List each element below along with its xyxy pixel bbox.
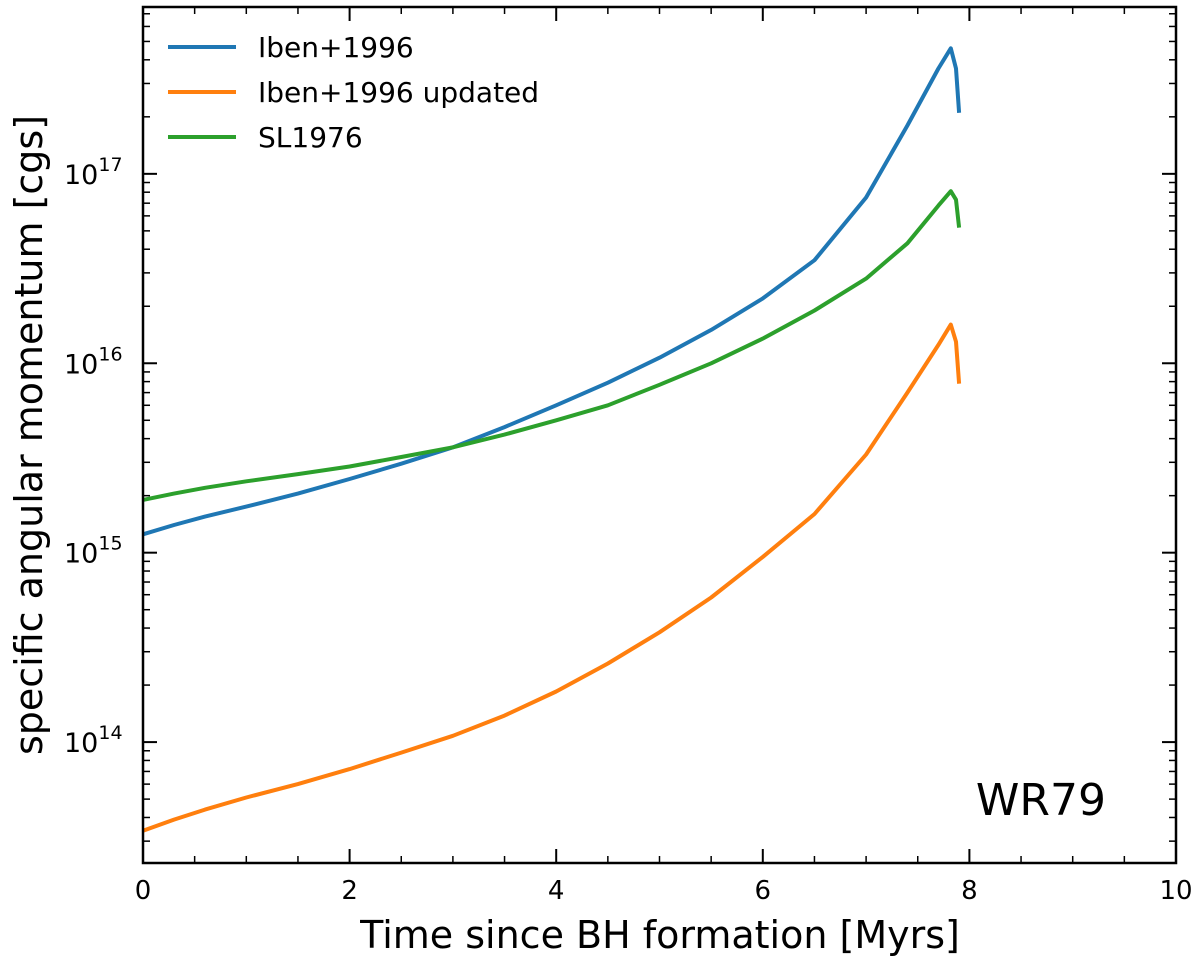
series-lines [142,46,962,833]
x-tick-label: 6 [755,876,772,906]
y-tick-exponent: 16 [98,343,122,365]
x-tick-label: 4 [548,876,565,906]
plot-frame [141,5,1178,865]
y-tick-exponent: 17 [98,154,122,176]
legend: Iben+1996 Iben+1996 updated SL1976 [168,31,539,154]
x-tick-label: 0 [135,876,152,906]
legend-label: Iben+1996 [258,31,414,64]
y-tick-base: 10 [64,539,98,570]
y-tick-base: 10 [64,160,98,191]
plot-annotation: WR79 [976,775,1106,826]
legend-label: SL1976 [258,121,363,154]
series-line-iben-1996-updated [142,322,962,833]
legend-label: Iben+1996 updated [258,76,539,109]
y-tick-exponent: 15 [98,533,122,555]
x-tick-label: 2 [341,876,358,906]
x-axis-label: Time since BH formation [Myrs] [359,913,960,957]
y-axis-label: specific angular momentum [cgs] [7,115,51,755]
y-tick-base: 10 [64,349,98,380]
x-tick-label: 8 [961,876,978,906]
series-line-sl1976 [142,189,962,502]
series-line-iben-1996 [142,46,962,537]
y-tick-exponent: 14 [98,722,122,744]
y-tick-label: 1015 [64,533,123,570]
y-tick-label: 1014 [64,722,123,759]
y-tick-label: 1017 [64,154,123,191]
y-tick-label: 1016 [64,343,123,380]
x-tick-label: 10 [1159,876,1192,906]
y-tick-base: 10 [64,728,98,759]
